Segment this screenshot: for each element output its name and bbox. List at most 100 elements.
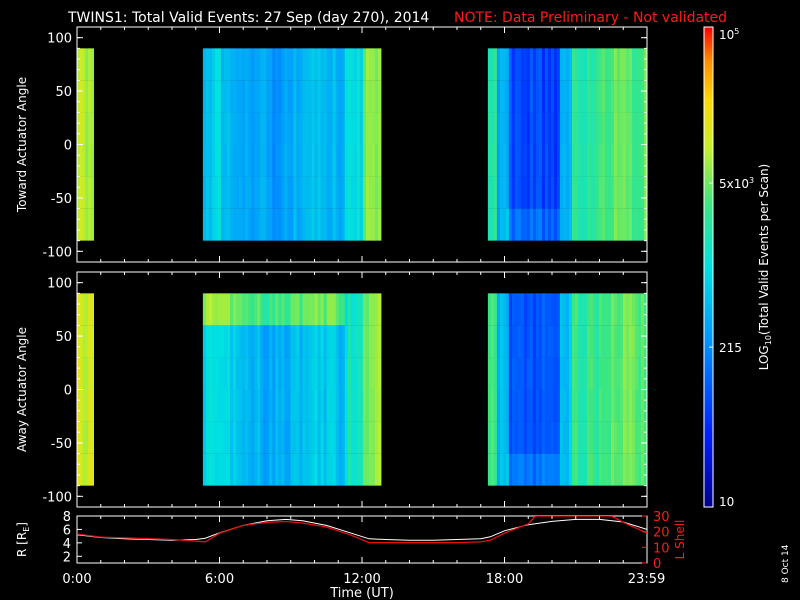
heatmap-cell (508, 176, 513, 209)
heatmap-cell (323, 421, 328, 454)
heatmap-cell (583, 112, 588, 145)
heatmap-cell (341, 80, 346, 113)
heatmap-cell (511, 112, 516, 145)
heatmap-cell (377, 80, 382, 113)
heatmap-cell (499, 325, 504, 358)
heatmap-cell (248, 176, 252, 209)
heatmap-cell (586, 80, 591, 113)
heatmap-cell (305, 389, 309, 422)
heatmap-cell (248, 208, 252, 241)
heatmap-cell (344, 144, 349, 177)
heatmap-cell (202, 357, 207, 390)
heatmap-cell (601, 293, 606, 326)
heatmap-cell (644, 357, 648, 390)
heatmap-cell (242, 357, 246, 390)
heatmap-cell (622, 176, 627, 209)
heatmap-cell (622, 453, 627, 486)
heatmap-cell (505, 325, 510, 358)
heatmap-cell (604, 112, 609, 145)
heatmap-cell (317, 389, 322, 422)
heatmap-cell (577, 325, 582, 358)
heatmap-cell (493, 112, 498, 145)
heatmap-cell (230, 208, 234, 241)
heatmap-cell (281, 293, 285, 326)
heatmap-cell (580, 112, 585, 145)
heatmap-cell (211, 144, 216, 177)
heatmap-cell (284, 144, 288, 177)
heatmap-cell (320, 389, 325, 422)
heatmap-cell (368, 453, 373, 486)
heatmap-cell (281, 144, 285, 177)
heatmap-cell (517, 357, 522, 390)
heatmap-cell (299, 389, 303, 422)
heatmap-cell (556, 176, 561, 209)
heatmap-cell (290, 80, 294, 113)
heatmap-cell (547, 80, 552, 113)
heatmap-cell (535, 48, 540, 81)
heatmap-cell (562, 144, 567, 177)
heatmap-cell (269, 325, 273, 358)
heatmap-cell (493, 80, 498, 113)
heatmap-cell (586, 208, 591, 241)
heatmap-cell (365, 48, 370, 81)
heatmap-cell (571, 48, 576, 81)
heatmap-cell (350, 293, 355, 326)
heatmap-cell (368, 144, 373, 177)
heatmap-cell (202, 453, 207, 486)
heatmap-cell (287, 325, 291, 358)
heatmap-cell (299, 144, 303, 177)
heatmap-cell (299, 80, 303, 113)
heatmap-cell (266, 144, 270, 177)
heatmap-cell (637, 325, 642, 358)
heatmap-cell (523, 325, 528, 358)
heatmap-cell (514, 144, 519, 177)
heatmap-cell (547, 112, 552, 145)
heatmap-cell (248, 112, 252, 145)
heatmap-cell (595, 112, 600, 145)
heatmap-cell (208, 421, 213, 454)
heatmap-cell (82, 48, 86, 81)
heatmap-cell (269, 357, 273, 390)
heatmap-cell (338, 80, 343, 113)
heatmap-cell (577, 453, 582, 486)
heatmap-cell (77, 48, 81, 81)
heatmap-cell (224, 421, 228, 454)
heatmap-cell (296, 48, 300, 81)
heatmap-cell (293, 80, 297, 113)
y-tick-label: 100 (47, 32, 72, 47)
heatmap-cell (583, 208, 588, 241)
heatmap-cell (350, 357, 355, 390)
heatmap-cell (220, 357, 225, 390)
x-axis-label: Time (UT) (329, 586, 394, 600)
heatmap-cell (242, 48, 246, 81)
heatmap-cell (580, 453, 585, 486)
heatmap-cell (514, 80, 519, 113)
heatmap-cell (505, 293, 510, 326)
heatmap-cell (610, 176, 615, 209)
heatmap-cell (308, 112, 312, 145)
heatmap-cell (254, 453, 258, 486)
heatmap-cell (308, 453, 312, 486)
heatmap-cell (541, 325, 546, 358)
heatmap-cell (607, 208, 612, 241)
heatmap-cell (242, 325, 246, 358)
heatmap-cell (314, 144, 318, 177)
heatmap-cell (571, 112, 576, 145)
heatmap-cell (637, 293, 642, 326)
heatmap-cell (586, 176, 591, 209)
heatmap-cell (90, 421, 95, 454)
heatmap-cell (290, 112, 294, 145)
heatmap-cell (248, 357, 252, 390)
heatmap-cell (302, 421, 306, 454)
heatmap-cell (82, 453, 86, 486)
heatmap-cell (308, 421, 312, 454)
heatmap-cell (302, 48, 306, 81)
y-tick-label: 50 (55, 85, 72, 100)
heatmap-cell (622, 421, 627, 454)
heatmap-cell (562, 453, 567, 486)
heatmap-cell (377, 48, 382, 81)
heatmap-cell (329, 325, 334, 358)
heatmap-cell (272, 293, 276, 326)
heatmap-cell (278, 176, 282, 209)
heatmap-cell (332, 208, 337, 241)
